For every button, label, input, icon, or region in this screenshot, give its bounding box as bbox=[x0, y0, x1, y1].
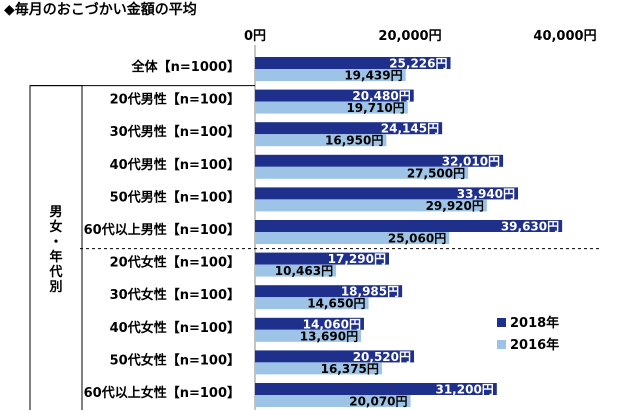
category-label: 40代男性【n=100】 bbox=[110, 157, 240, 173]
data-label: 27,500円 bbox=[407, 166, 465, 180]
data-label: 10,463円 bbox=[275, 264, 333, 278]
data-label: 25,226円 bbox=[389, 57, 447, 71]
bar-2018年-2 bbox=[255, 89, 414, 102]
chart-title: ◆毎月のおこづかい金額の平均 bbox=[4, 1, 197, 18]
data-label: 19,439円 bbox=[344, 69, 402, 83]
data-label: 16,950円 bbox=[325, 134, 383, 148]
category-label: 60代以上男性【n=100】 bbox=[84, 222, 240, 238]
bar-2018年-9 bbox=[255, 317, 364, 330]
bar-2016年-5 bbox=[255, 199, 487, 212]
data-label: 25,060円 bbox=[388, 232, 446, 246]
legend-swatch-2016年 bbox=[497, 340, 506, 349]
category-label: 20代男性【n=100】 bbox=[110, 92, 240, 108]
bar-2018年-6 bbox=[255, 220, 563, 232]
group-label: 男女・年代別 bbox=[48, 205, 62, 295]
bar-2018年-3 bbox=[255, 122, 443, 135]
bar-2016年-10 bbox=[255, 362, 382, 375]
data-label: 39,630円 bbox=[501, 220, 559, 234]
data-label: 18,985円 bbox=[341, 285, 399, 299]
x-tick-label: 0円 bbox=[244, 29, 266, 44]
legend-label: 2016年 bbox=[510, 337, 559, 353]
data-label: 31,200円 bbox=[435, 383, 493, 397]
bar-2016年-4 bbox=[255, 166, 469, 179]
bar-2016年-6 bbox=[255, 232, 450, 244]
category-label: 50代女性【n=100】 bbox=[110, 352, 240, 368]
category-label: 30代男性【n=100】 bbox=[110, 124, 240, 140]
data-label: 24,145円 bbox=[381, 122, 439, 136]
data-label: 13,690円 bbox=[300, 329, 358, 343]
legend-label: 2018年 bbox=[510, 315, 559, 331]
bar-2018年-7 bbox=[255, 252, 389, 265]
bar-2018年-11 bbox=[255, 383, 497, 395]
data-label: 32,010円 bbox=[442, 154, 500, 168]
data-label: 17,290円 bbox=[328, 252, 386, 266]
category-labels: 全体【n=1000】 20代男性【n=100】 30代男性【n=100】 40代男性【… bbox=[84, 59, 240, 401]
category-label: 50代男性【n=100】 bbox=[110, 189, 240, 205]
data-label: 20,520円 bbox=[353, 350, 411, 364]
data-label: 20,070円 bbox=[349, 395, 407, 409]
category-label: 30代女性【n=100】 bbox=[110, 287, 240, 303]
category-label: 40代女性【n=100】 bbox=[110, 320, 240, 336]
bar-2018年-4 bbox=[255, 154, 504, 167]
data-label: 14,650円 bbox=[307, 297, 365, 311]
bar-2018年-10 bbox=[255, 350, 415, 363]
data-label: 33,940円 bbox=[457, 187, 515, 201]
bar-2016年-2 bbox=[255, 101, 408, 114]
bar-2016年-9 bbox=[255, 329, 362, 342]
data-label: 14,060円 bbox=[303, 317, 361, 331]
data-label: 16,375円 bbox=[321, 362, 379, 376]
bar-2016年-1 bbox=[255, 69, 406, 81]
data-label: 19,710円 bbox=[346, 101, 404, 115]
bar-2016年-3 bbox=[255, 134, 387, 147]
bar-2018年-1 bbox=[255, 57, 451, 69]
x-axis-ticks: 0円 20,000円 40,000円 bbox=[244, 29, 597, 44]
category-label: 20代女性【n=100】 bbox=[110, 255, 240, 271]
x-tick-label: 40,000円 bbox=[533, 29, 596, 44]
group-bracket-box bbox=[29, 85, 83, 410]
legend-swatch-2018年 bbox=[497, 318, 506, 327]
bar-2016年-8 bbox=[255, 297, 369, 310]
group-bracket: 男女・年代別 bbox=[29, 85, 600, 410]
bar-2016年-7 bbox=[255, 264, 337, 277]
bar-2016年-11 bbox=[255, 395, 411, 407]
category-label: 60代以上女性【n=100】 bbox=[84, 385, 240, 401]
x-tick-label: 20,000円 bbox=[378, 29, 441, 44]
bar-2018年-5 bbox=[255, 187, 519, 200]
category-label: 全体【n=1000】 bbox=[131, 59, 240, 75]
data-label: 29,920円 bbox=[426, 199, 484, 213]
bar-2018年-8 bbox=[255, 285, 403, 298]
data-label: 20,480円 bbox=[352, 89, 410, 103]
legend: 2018年 2016年 bbox=[497, 315, 559, 353]
